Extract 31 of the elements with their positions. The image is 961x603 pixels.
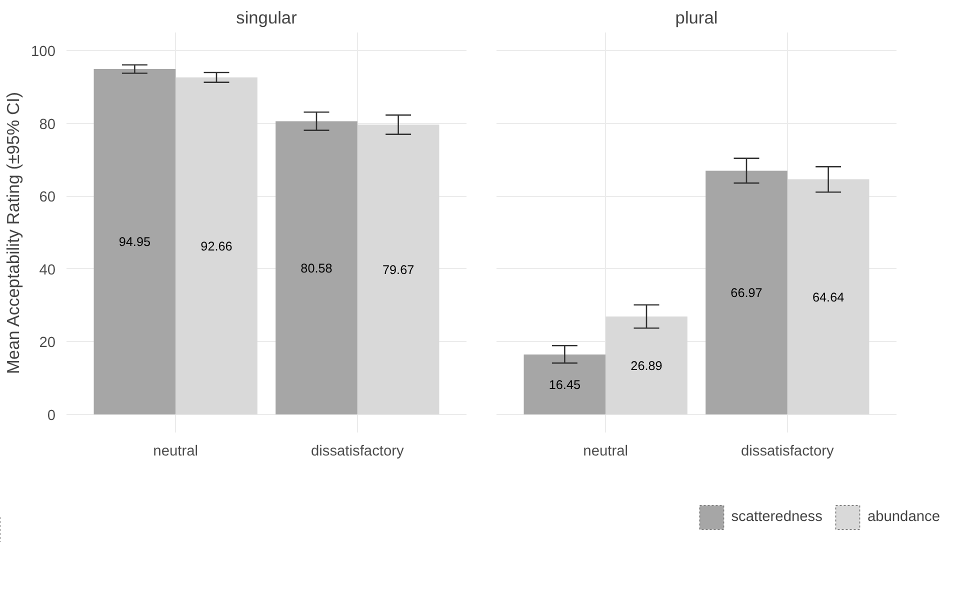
legend-label: scatteredness bbox=[731, 509, 822, 525]
bar bbox=[276, 121, 358, 414]
data-label: 16.45 bbox=[548, 378, 581, 392]
chart-title: plural bbox=[675, 8, 718, 28]
data-label: 94.95 bbox=[118, 235, 151, 250]
bar bbox=[706, 170, 788, 414]
y-tick-label: 80 bbox=[39, 116, 56, 133]
bar bbox=[606, 316, 688, 414]
data-label: 64.64 bbox=[812, 290, 844, 304]
bar bbox=[787, 179, 870, 414]
bar bbox=[357, 124, 440, 414]
data-label: 66.97 bbox=[730, 286, 762, 300]
y-tick-label: 40 bbox=[39, 262, 56, 278]
y-tick-label: 0 bbox=[47, 408, 56, 424]
bar bbox=[524, 354, 606, 414]
chart-title: singular bbox=[236, 8, 298, 28]
x-tick-label: neutral bbox=[583, 444, 628, 460]
y-tick-label: 20 bbox=[39, 335, 56, 352]
bar bbox=[176, 77, 258, 414]
x-tick-label: neutral bbox=[153, 444, 198, 460]
y-tick-label: 100 bbox=[31, 44, 56, 60]
x-tick-label: dissatisfactory bbox=[740, 444, 835, 460]
bar bbox=[94, 69, 176, 414]
x-tick-label: dissatisfactory bbox=[310, 444, 405, 460]
y-axis-title: Mean Acceptability Rating (±95% CI) bbox=[3, 92, 24, 374]
data-label: 26.89 bbox=[630, 358, 662, 373]
data-label: 92.66 bbox=[200, 239, 232, 254]
data-label: 80.58 bbox=[300, 261, 332, 276]
legend-label: abundance bbox=[867, 509, 940, 525]
y-tick-label: 60 bbox=[39, 190, 56, 206]
data-label: 79.67 bbox=[382, 262, 414, 277]
